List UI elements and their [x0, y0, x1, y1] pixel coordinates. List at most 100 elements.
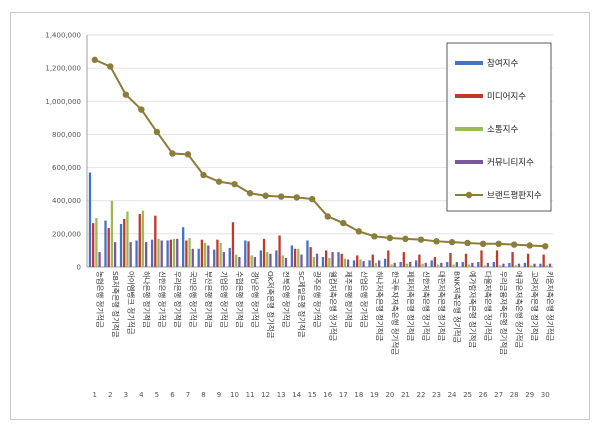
- brand-index-point: [184, 151, 192, 158]
- x-number-label: 7: [186, 391, 190, 399]
- x-category-label: 국민은행 정기적금: [188, 271, 197, 328]
- y-tick-label: 1,200,000: [45, 65, 81, 73]
- bar: [526, 253, 530, 267]
- bar: [399, 262, 402, 267]
- bar: [126, 211, 129, 267]
- bar: [325, 250, 328, 267]
- x-category-label: 경남은행 정기적금: [251, 271, 260, 328]
- brand-index-point: [262, 192, 269, 199]
- x-number-label: 21: [401, 391, 410, 399]
- x-number-label: 3: [124, 391, 128, 399]
- brand-index-point: [479, 240, 487, 247]
- brand-index-point: [122, 91, 130, 98]
- x-category-label: 대한저축은행 정기적금: [437, 271, 446, 342]
- x-number-label: 13: [277, 391, 286, 399]
- legend-swatch: [455, 94, 483, 98]
- bar: [309, 247, 312, 267]
- bar: [262, 238, 266, 267]
- bar: [387, 250, 390, 267]
- bar: [378, 260, 381, 267]
- bar: [446, 262, 449, 267]
- legend-label: 소통지수: [487, 125, 518, 135]
- bar: [352, 260, 356, 267]
- bar: [141, 210, 145, 267]
- brand-index-point: [91, 56, 98, 64]
- bar: [185, 240, 188, 267]
- bar: [207, 245, 210, 267]
- x-category-label: SC제일은행 정기적금: [297, 271, 306, 338]
- bar: [449, 252, 452, 267]
- bar: [266, 252, 269, 267]
- bar: [235, 254, 238, 267]
- bar: [275, 250, 278, 267]
- bar: [281, 255, 284, 267]
- brand-index-point: [200, 171, 207, 179]
- brand-index-point: [417, 236, 425, 243]
- x-category-label: 제주은행 정기적금: [344, 271, 353, 328]
- brand-index-point: [324, 213, 331, 220]
- x-number-label: 12: [261, 391, 270, 399]
- y-tick-label: 200,000: [52, 230, 81, 238]
- legend-swatch: [455, 160, 483, 164]
- bar: [182, 227, 185, 267]
- brand-index-point: [107, 63, 114, 70]
- bar: [533, 263, 536, 267]
- x-category-label: 웰컴저축은행 정기적금: [328, 271, 337, 342]
- bar: [343, 258, 347, 267]
- x-category-label: 하나저축은행 정기적금: [375, 271, 384, 342]
- bar: [191, 248, 194, 267]
- y-tick-label: 800,000: [52, 131, 81, 139]
- bar: [216, 239, 219, 267]
- chart-frame: 0 200,000 400,000 600,000 800,000 1,000,000 1,…: [10, 12, 590, 420]
- x-category-label: 전북은행 정기적금: [282, 271, 291, 328]
- bar: [135, 240, 138, 267]
- bar: [95, 218, 98, 267]
- bar: [150, 239, 154, 267]
- brand-index-point: [138, 106, 145, 113]
- x-number-label: 10: [230, 391, 239, 399]
- bar: [452, 264, 455, 267]
- x-number-label: 27: [494, 391, 503, 399]
- bar: [436, 264, 440, 267]
- bar: [405, 263, 409, 267]
- bar: [340, 253, 343, 267]
- x-category-label: 우리은행 정기적금: [173, 271, 182, 328]
- brand-index-point: [371, 233, 378, 240]
- x-category-label: 산업은행 정기적금: [359, 271, 368, 328]
- bar: [464, 253, 468, 267]
- brand-index-point: [402, 235, 409, 243]
- brand-index-point: [340, 219, 347, 227]
- bar: [197, 248, 200, 267]
- bar: [415, 260, 418, 267]
- bar: [371, 254, 374, 267]
- brand-index-point: [464, 239, 471, 247]
- bar: [468, 264, 471, 267]
- bar: [278, 235, 281, 267]
- bar: [213, 249, 216, 267]
- x-number-label: 28: [510, 391, 519, 399]
- x-category-label: 광주은행 정기적금: [313, 271, 322, 328]
- bar: [331, 252, 334, 267]
- bar: [346, 259, 350, 267]
- brand-index-point: [448, 238, 456, 246]
- bar: [517, 263, 521, 267]
- brand-index-point: [495, 240, 502, 247]
- x-category-label: 부산은행 정기적금: [204, 271, 213, 328]
- x-category-label: 페퍼저축은행 정기적금: [406, 271, 415, 342]
- bar: [238, 257, 241, 267]
- bar: [88, 172, 92, 267]
- bar: [362, 261, 365, 267]
- x-number-label: 20: [385, 391, 394, 399]
- bar: [483, 265, 486, 267]
- brand-index-point: [246, 190, 254, 197]
- bar: [219, 242, 222, 267]
- x-number-label: 22: [417, 391, 426, 399]
- legend-point-swatch: [465, 191, 473, 199]
- brand-index-point: [542, 243, 549, 250]
- bar: [511, 252, 514, 267]
- y-tick-label: 0: [77, 264, 81, 272]
- bar: [477, 262, 480, 267]
- bar: [356, 255, 359, 267]
- x-number-label: 17: [339, 391, 348, 399]
- x-category-label: 하나은행 정기적금: [142, 271, 151, 328]
